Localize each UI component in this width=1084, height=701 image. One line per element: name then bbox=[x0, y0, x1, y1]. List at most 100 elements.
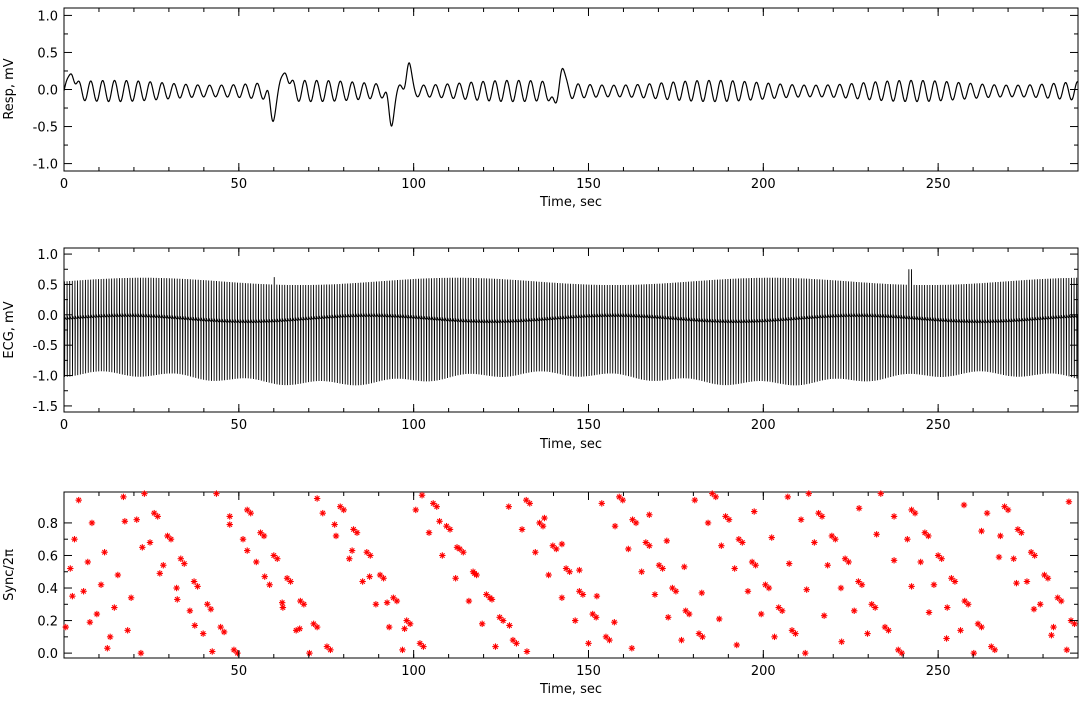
sync-point bbox=[709, 490, 716, 497]
sync-point bbox=[372, 601, 380, 608]
sync-point bbox=[443, 522, 450, 530]
resp-y-tick-label: -1.0 bbox=[33, 158, 58, 173]
sync-point bbox=[296, 625, 303, 632]
sync-point bbox=[71, 535, 78, 543]
sync-point bbox=[239, 535, 247, 543]
sync-point bbox=[731, 565, 738, 572]
resp-x-tick-label: 150 bbox=[576, 177, 601, 192]
sync-point bbox=[1001, 503, 1008, 510]
sync-point bbox=[1030, 605, 1038, 613]
sync-point bbox=[492, 643, 499, 650]
sync-point bbox=[957, 627, 964, 634]
sync-point bbox=[226, 521, 233, 528]
sync-point bbox=[762, 581, 769, 588]
sync-point bbox=[518, 526, 526, 533]
ecg-y-axis-title: ECG, mV bbox=[2, 301, 17, 358]
sync-point bbox=[541, 514, 548, 522]
sync-point bbox=[253, 558, 260, 566]
sync-point bbox=[908, 506, 915, 514]
sync-point bbox=[890, 557, 898, 564]
sync-point bbox=[921, 529, 929, 536]
sync-point bbox=[908, 583, 915, 590]
sync-point bbox=[465, 597, 473, 605]
sync-point bbox=[815, 509, 822, 517]
sync-point bbox=[592, 614, 600, 621]
sync-point bbox=[331, 521, 338, 528]
sync-point bbox=[133, 516, 140, 523]
sync-point bbox=[868, 601, 875, 608]
sync-point bbox=[974, 620, 982, 628]
sync-point bbox=[733, 641, 740, 649]
sync-point bbox=[593, 592, 601, 600]
sync-point bbox=[244, 506, 251, 514]
sync-point bbox=[505, 503, 512, 510]
resp-y-tick-label: 0.0 bbox=[37, 84, 58, 99]
sync-point bbox=[1037, 601, 1044, 608]
sync-point bbox=[1065, 498, 1073, 505]
sync-point bbox=[576, 566, 583, 574]
sync-point bbox=[425, 529, 433, 536]
sync-point bbox=[403, 617, 410, 624]
sync-point bbox=[1010, 555, 1017, 562]
sync-point bbox=[75, 496, 82, 504]
sync-point bbox=[960, 501, 968, 509]
sync-point bbox=[80, 588, 87, 595]
sync-point bbox=[838, 638, 845, 645]
sync-ticks: 50 100 150 200 250 0.0 0.2 0.4 0.6 0.8 bbox=[37, 492, 1079, 679]
sync-point bbox=[478, 620, 486, 628]
sync-point bbox=[536, 519, 543, 527]
sync-point bbox=[62, 623, 69, 631]
resp-x-tick-label: 0 bbox=[60, 177, 68, 192]
sync-point bbox=[101, 549, 108, 556]
sync-point bbox=[722, 513, 729, 520]
sync-point bbox=[114, 571, 122, 579]
sync-point bbox=[751, 508, 758, 515]
sync-point bbox=[851, 607, 858, 615]
sync-point bbox=[104, 645, 111, 652]
resp-x-tick-label: 50 bbox=[231, 177, 248, 192]
sync-point bbox=[226, 513, 233, 520]
sync-point bbox=[106, 633, 114, 641]
sync-point bbox=[948, 575, 955, 582]
sync-point bbox=[452, 575, 459, 582]
sync-point bbox=[1023, 578, 1031, 585]
resp-x-tick-label: 100 bbox=[401, 177, 426, 192]
sync-point bbox=[313, 495, 321, 502]
sync-marks bbox=[62, 490, 1078, 657]
sync-point bbox=[496, 614, 503, 621]
sync-point bbox=[363, 549, 371, 556]
sync-point bbox=[390, 594, 397, 601]
sync-point bbox=[970, 649, 978, 657]
sync-point bbox=[483, 591, 490, 598]
sync-point bbox=[943, 635, 950, 642]
sync-point bbox=[220, 628, 228, 636]
sync-point bbox=[785, 560, 793, 567]
sync-point bbox=[802, 649, 809, 657]
ecg-x-tick-label: 100 bbox=[401, 418, 426, 433]
sync-x-tick-label: 100 bbox=[401, 664, 426, 679]
sync-point bbox=[266, 581, 273, 588]
sync-point bbox=[1050, 623, 1057, 631]
sync-point bbox=[855, 578, 862, 585]
sync-point bbox=[278, 599, 286, 606]
sync-point bbox=[137, 649, 145, 657]
sync-point bbox=[562, 565, 570, 572]
sync-point bbox=[319, 509, 326, 517]
sync-point bbox=[453, 544, 461, 551]
ecg-ticks: 0 50 100 150 200 250 -1.5 -1.0 -0.5 0.0 0.5 1.0 bbox=[33, 248, 1079, 433]
sync-y-tick-label: 0.0 bbox=[37, 647, 58, 662]
sync-point bbox=[855, 505, 863, 512]
sync-point bbox=[642, 539, 650, 546]
sync-point bbox=[678, 636, 685, 644]
resp-y-axis-title: Resp, mV bbox=[2, 58, 17, 119]
sync-point bbox=[589, 610, 596, 618]
resp-y-tick-label: -0.5 bbox=[33, 121, 58, 136]
sync-point bbox=[412, 506, 419, 514]
sync-point bbox=[824, 562, 831, 569]
sync-point bbox=[430, 500, 437, 507]
sync-point bbox=[602, 633, 610, 641]
sync-point bbox=[983, 509, 991, 517]
sync-point bbox=[549, 542, 557, 549]
